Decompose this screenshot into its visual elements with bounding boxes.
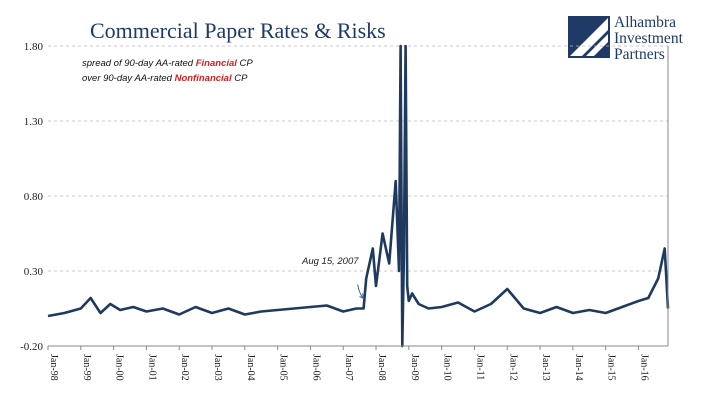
x-tick-label: Jan-98 (48, 354, 59, 381)
legend-line-1-suffix: CP (237, 58, 254, 69)
logo-line-3: Partners (614, 46, 665, 63)
x-tick-label: Jan-03 (212, 354, 223, 381)
plot-area (47, 44, 670, 348)
legend-line-1: spread of 90-day AA-rated Financial CP (82, 58, 253, 69)
logo: Alhambra Investment Partners (568, 14, 684, 63)
x-tick-label: Jan-14 (573, 354, 584, 381)
y-axis-ticks: 1.80 1.30 0.80 0.30 -0.20 (20, 41, 43, 353)
annotation: Aug 15, 2007 (301, 256, 365, 300)
y-tick-label: 0.30 (24, 266, 44, 278)
x-tick-label: Jan-04 (245, 354, 256, 381)
x-tick-label: Jan-08 (376, 354, 387, 381)
x-tick-label: Jan-10 (442, 354, 453, 381)
chart-title: Commercial Paper Rates & Risks (90, 18, 386, 43)
gridlines (48, 45, 668, 272)
legend-line-2: over 90-day AA-rated Nonfinancial CP (82, 73, 248, 84)
legend-line-2-suffix: CP (232, 73, 249, 84)
legend-line-2-highlight: Nonfinancial (175, 73, 232, 84)
x-tick-label: Jan-11 (474, 354, 485, 380)
legend-line-2-prefix: over 90-day AA-rated (82, 73, 175, 84)
logo-line-1: Alhambra (614, 14, 676, 31)
legend-line-1-prefix: spread of 90-day AA-rated (82, 58, 196, 69)
logo-swoosh-accent (586, 34, 608, 56)
annotation-arrow (357, 284, 365, 300)
y-tick-label: 0.80 (24, 191, 44, 203)
x-tick-label: Jan-00 (114, 354, 125, 381)
y-tick-label: -0.20 (20, 341, 43, 353)
x-tick-label: Jan-16 (638, 354, 649, 381)
x-tick-label: Jan-02 (179, 354, 190, 381)
y-tick-label: 1.30 (24, 116, 44, 128)
x-tick-label: Jan-09 (409, 354, 420, 381)
x-tick-label: Jan-13 (540, 354, 551, 381)
legend-line-1-highlight: Financial (196, 58, 238, 69)
logo-swoosh (570, 18, 608, 56)
annotation-label: Aug 15, 2007 (301, 256, 359, 267)
series-line (47, 44, 670, 348)
x-axis-ticks: Jan-98 Jan-99 Jan-00 Jan-01 Jan-02 Jan-03 Jan-… (47, 346, 649, 381)
y-tick-label: 1.80 (24, 41, 44, 53)
x-tick-label: Jan-12 (507, 354, 518, 381)
x-tick-label: Jan-01 (146, 354, 157, 381)
x-tick-label: Jan-07 (343, 354, 354, 381)
x-tick-label: Jan-15 (606, 354, 617, 381)
logo-line-2: Investment (614, 30, 684, 47)
x-tick-label: Jan-06 (310, 354, 321, 381)
x-tick-label: Jan-05 (278, 354, 289, 381)
x-tick-label: Jan-99 (81, 354, 92, 381)
